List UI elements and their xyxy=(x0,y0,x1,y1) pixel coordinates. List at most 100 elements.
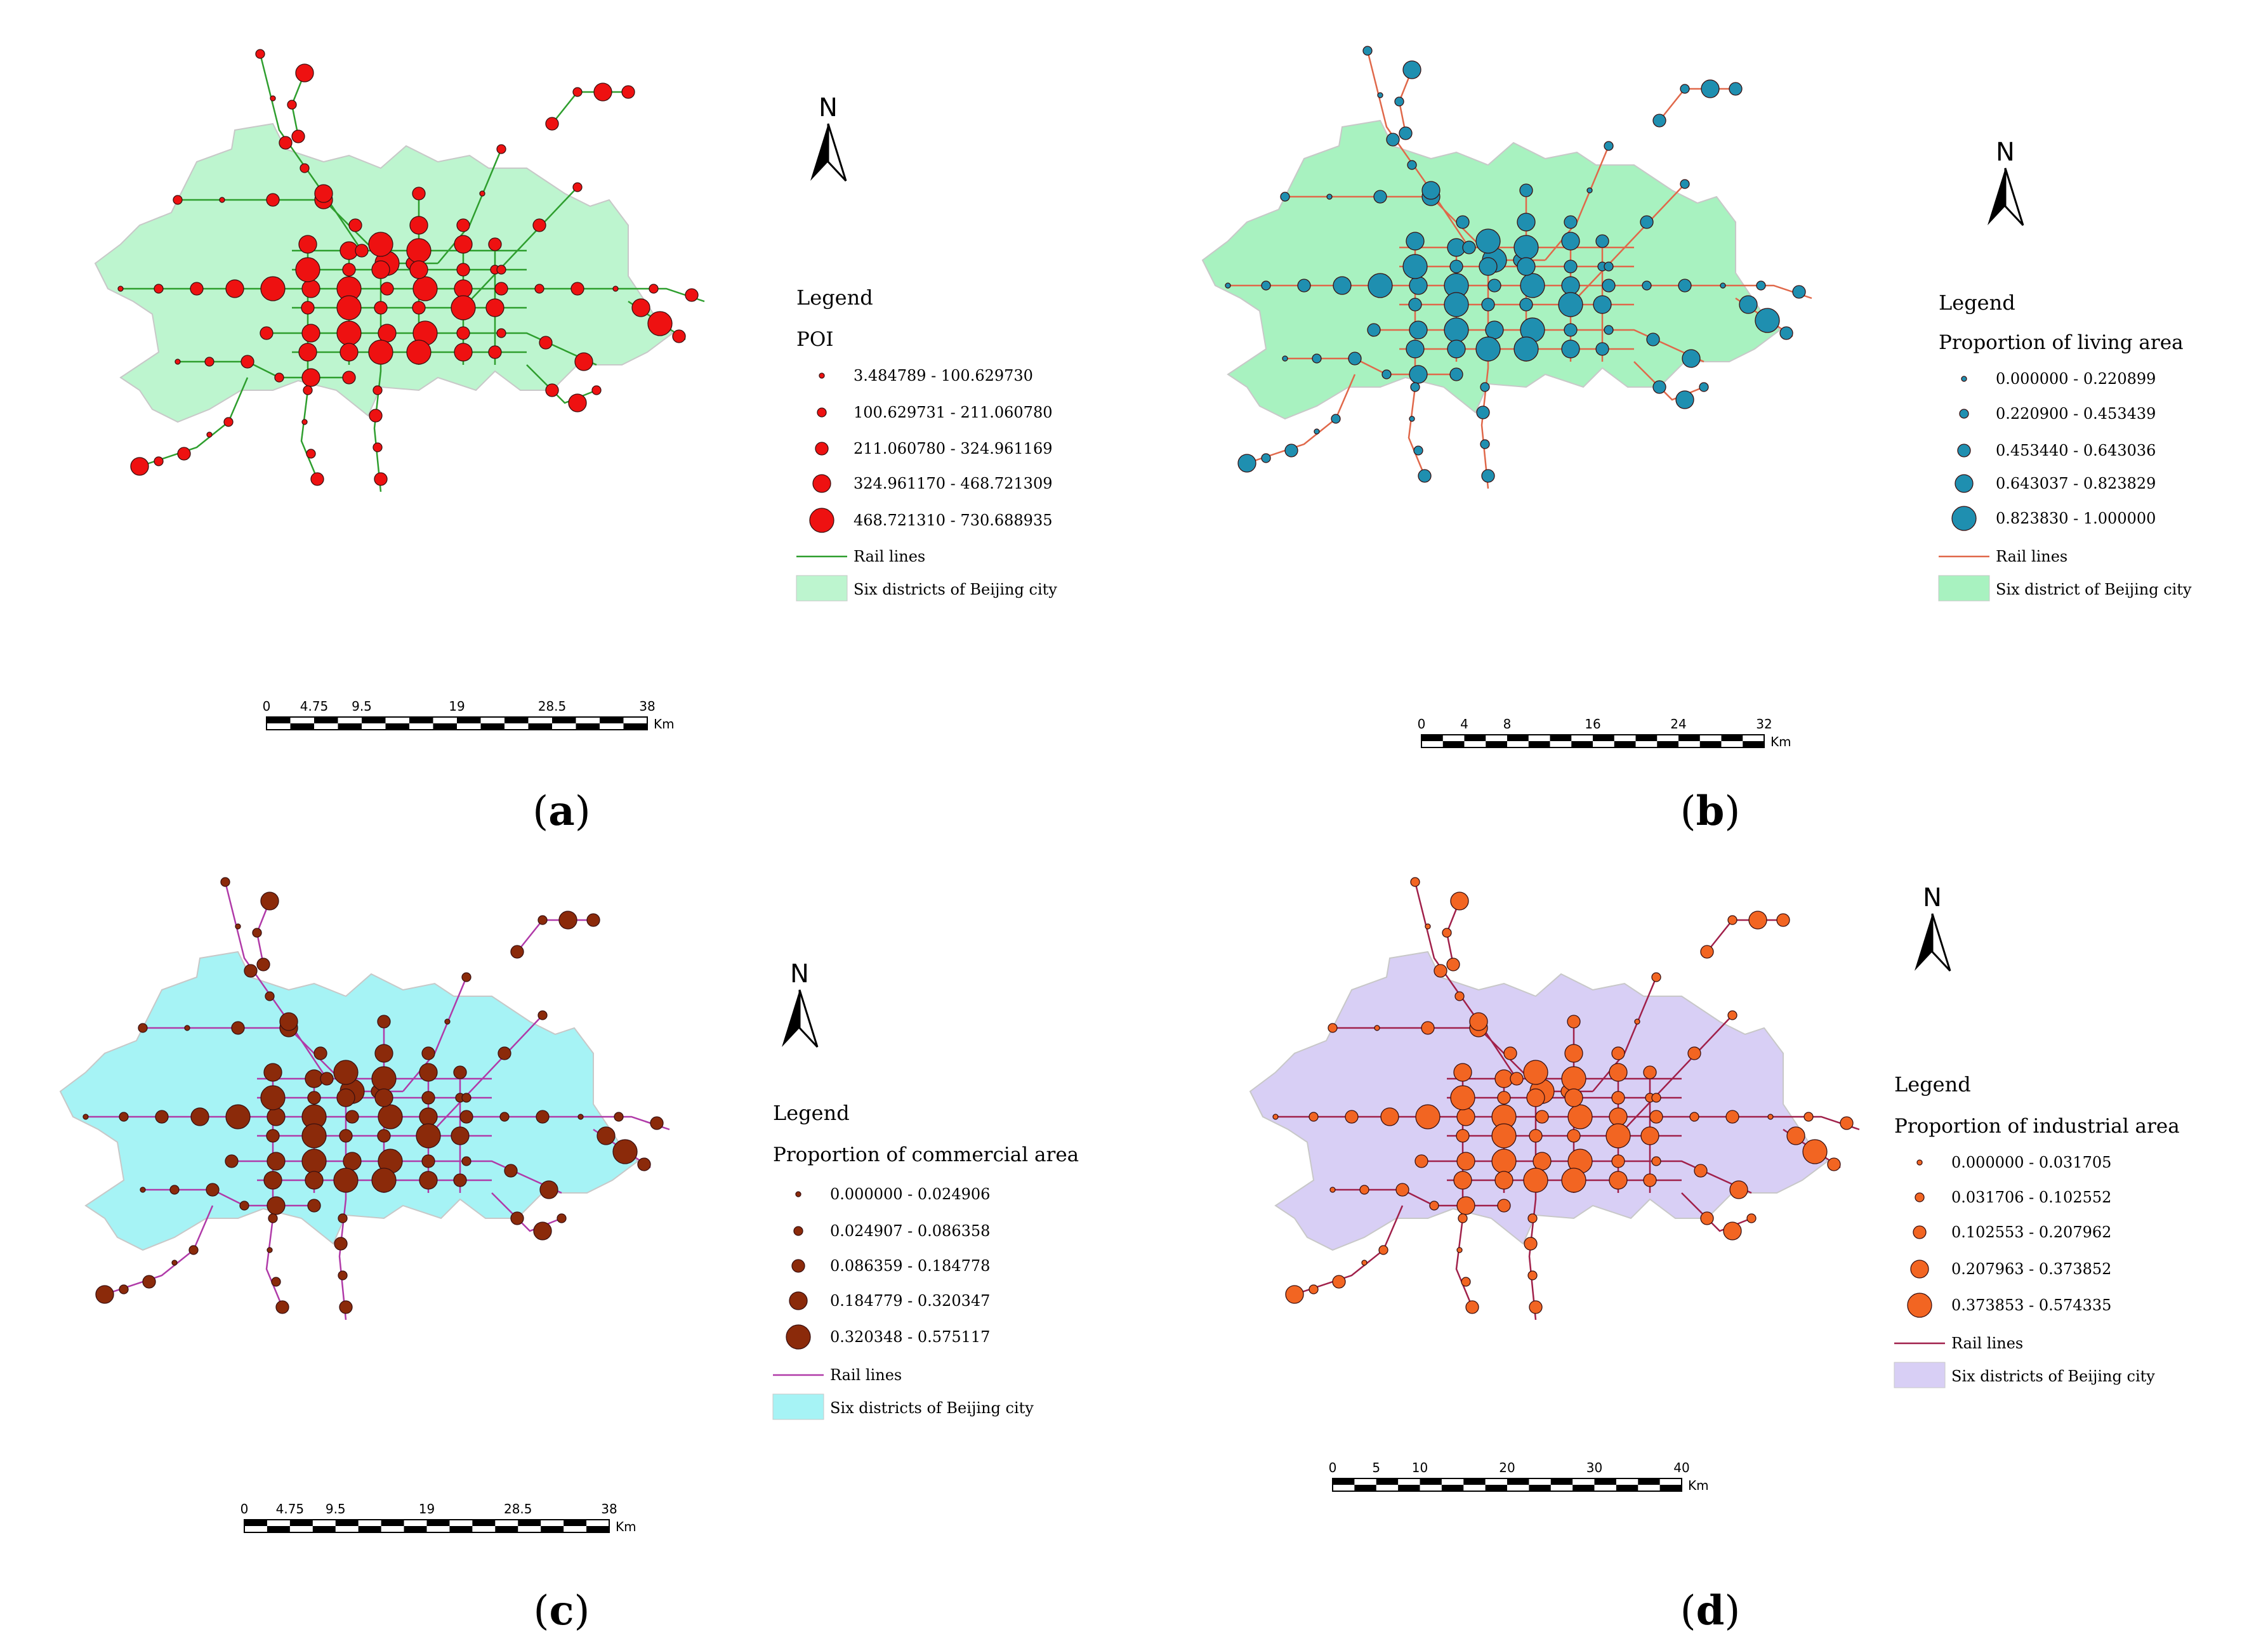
station-point xyxy=(1517,257,1536,276)
legend-symbol xyxy=(1913,1225,1927,1239)
station-point xyxy=(1523,1060,1548,1085)
station-point xyxy=(545,383,559,397)
map-body xyxy=(60,877,671,1321)
station-point xyxy=(260,326,274,340)
station-point xyxy=(1394,96,1404,107)
map-body xyxy=(1202,46,1813,490)
station-point xyxy=(279,1012,298,1031)
legend-area-label: Six districts of Beijing city xyxy=(854,581,1057,598)
station-point xyxy=(1739,295,1758,314)
station-point xyxy=(1564,260,1578,273)
scale-unit: Km xyxy=(654,716,675,732)
station-point xyxy=(533,1221,552,1241)
station-point xyxy=(1497,1091,1511,1105)
station-point xyxy=(140,1187,146,1193)
legend-area-label: Six districts of Beijing city xyxy=(1951,1367,2155,1385)
station-point xyxy=(1786,1126,1805,1145)
station-point xyxy=(557,1213,567,1223)
station-point xyxy=(456,263,470,277)
station-point xyxy=(138,1023,148,1033)
station-point xyxy=(1802,1139,1828,1164)
station-point xyxy=(252,928,262,938)
legend-title: Legend xyxy=(1939,291,2015,315)
legend-subtitle: Proportion of living area xyxy=(1939,331,2184,354)
station-point xyxy=(461,1156,471,1166)
legend-class-label: 0.453440 - 0.643036 xyxy=(1996,442,2156,459)
station-point xyxy=(572,182,583,192)
station-point xyxy=(342,371,356,385)
station-point xyxy=(1409,365,1428,384)
map-body xyxy=(1249,877,1861,1321)
station-point xyxy=(537,1010,548,1020)
scale-tick-label: 5 xyxy=(1372,1460,1380,1475)
station-point xyxy=(267,1107,286,1126)
station-point xyxy=(336,1088,355,1107)
station-point xyxy=(1282,355,1288,362)
station-point xyxy=(225,1104,251,1129)
station-point xyxy=(568,393,587,412)
legend-title: Legend xyxy=(1894,1072,1971,1096)
station-point xyxy=(545,117,559,131)
station-point xyxy=(1564,323,1578,337)
station-point xyxy=(298,343,317,362)
station-point xyxy=(1513,336,1539,362)
scale-tick-label: 10 xyxy=(1412,1460,1428,1475)
station-point xyxy=(1479,257,1498,276)
station-point xyxy=(1605,1123,1631,1149)
legend: Legend Proportion of living area 0.000000 … xyxy=(1938,291,2192,602)
station-point xyxy=(303,385,313,395)
station-point xyxy=(612,286,619,292)
station-point xyxy=(1643,1065,1657,1079)
scale-tick-label: 30 xyxy=(1586,1460,1602,1475)
station-point xyxy=(454,343,473,362)
station-point xyxy=(177,447,191,461)
station-point xyxy=(268,1213,278,1223)
station-point xyxy=(1475,336,1501,362)
scale-unit: Km xyxy=(1688,1478,1709,1493)
station-point xyxy=(1331,414,1341,424)
station-point xyxy=(1611,1154,1625,1168)
station-point xyxy=(1469,1012,1488,1031)
station-point xyxy=(1827,1157,1841,1171)
station-point xyxy=(175,359,181,365)
station-point xyxy=(263,1063,282,1082)
legend-line-label: Rail lines xyxy=(1996,548,2067,565)
legend-symbol xyxy=(1951,506,1977,531)
station-point xyxy=(373,385,383,395)
legend-symbol xyxy=(1916,1159,1923,1166)
station-point xyxy=(1280,192,1290,202)
station-point xyxy=(260,892,279,911)
station-point xyxy=(539,336,553,350)
station-point xyxy=(612,1139,638,1164)
station-point xyxy=(591,385,602,395)
station-point xyxy=(459,1110,473,1124)
station-point xyxy=(142,1275,156,1289)
station-point xyxy=(1748,911,1767,930)
station-point xyxy=(1652,380,1666,394)
scale-tick-label: 9.5 xyxy=(352,699,372,714)
station-point xyxy=(190,1107,209,1126)
panel-label: (d) xyxy=(1680,1587,1741,1635)
station-point xyxy=(1410,382,1420,392)
legend-class-label: 0.000000 - 0.220899 xyxy=(1996,370,2156,388)
panel-label: (b) xyxy=(1680,787,1741,835)
station-point xyxy=(1450,1085,1475,1110)
station-point xyxy=(256,958,270,971)
station-point xyxy=(1454,991,1465,1001)
legend-area-symbol xyxy=(796,575,848,602)
station-point xyxy=(220,877,230,887)
scale-tick-label: 19 xyxy=(449,699,465,714)
scale-tick-label: 28.5 xyxy=(538,699,567,714)
station-point xyxy=(498,1046,511,1060)
station-point xyxy=(271,1277,281,1287)
station-point xyxy=(1642,280,1652,291)
station-point xyxy=(371,260,390,279)
scale-tick-label: 4.75 xyxy=(276,1501,305,1517)
station-point xyxy=(1604,261,1614,272)
station-point xyxy=(343,1152,362,1171)
station-point xyxy=(1395,1183,1409,1197)
station-point xyxy=(190,282,204,296)
station-point xyxy=(188,1245,199,1255)
station-point xyxy=(488,237,502,251)
